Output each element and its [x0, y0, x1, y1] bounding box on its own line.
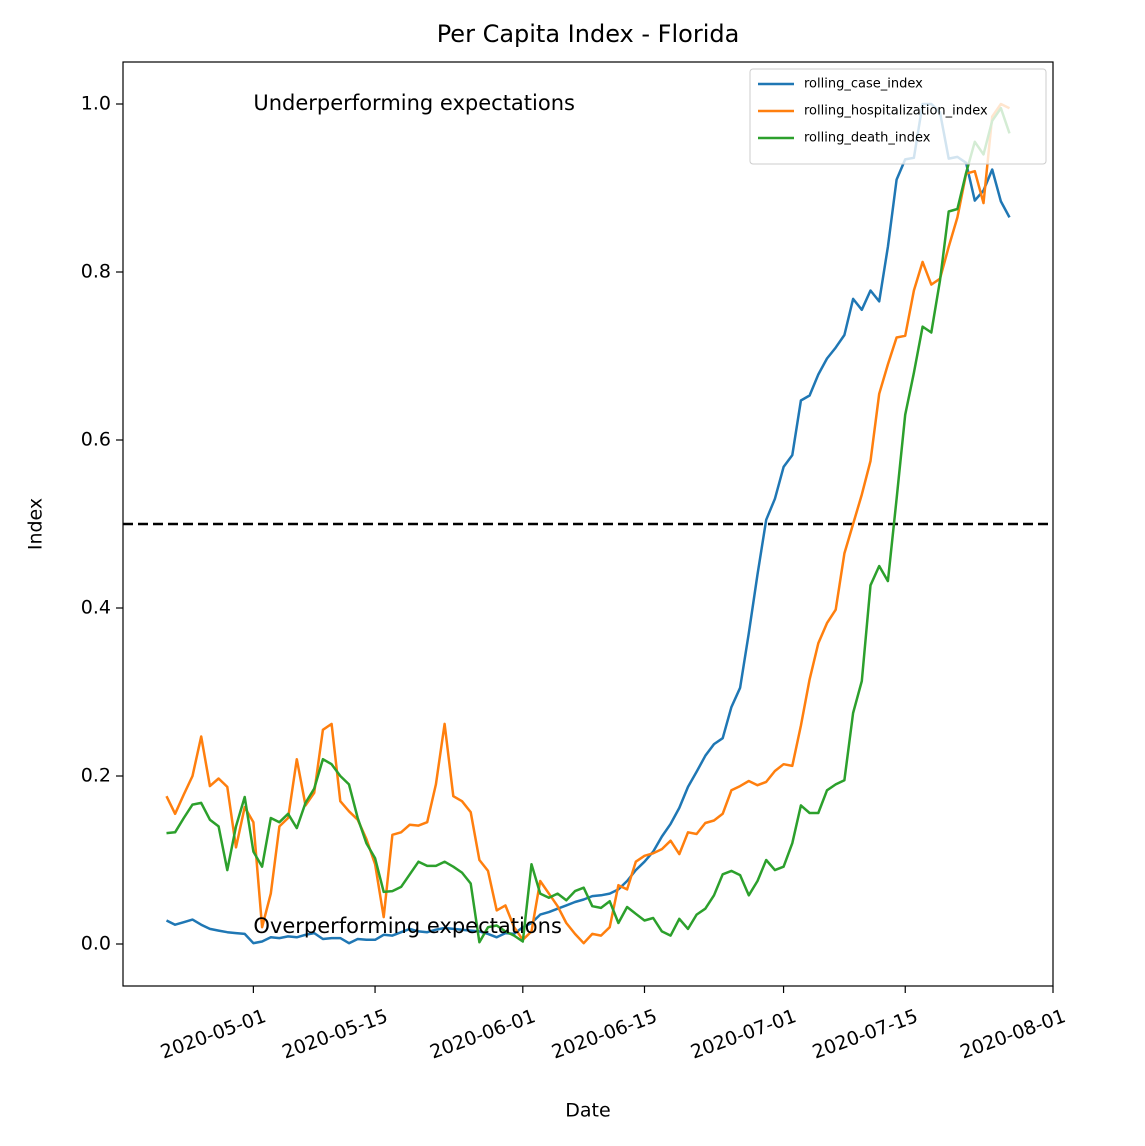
- legend-label: rolling_death_index: [804, 131, 931, 146]
- legend: rolling_case_index rolling_hospitalizatio…: [749, 68, 1047, 165]
- x-tick-label: 2020-05-15: [279, 1005, 390, 1063]
- y-axis-label: Index: [25, 498, 47, 550]
- x-axis-label: Date: [565, 1100, 610, 1122]
- line-series: [166, 106, 1011, 944]
- line-series: [165, 102, 1011, 945]
- y-tick-label: 0.0: [81, 933, 111, 955]
- annotation: Overperforming expectations: [253, 914, 562, 938]
- y-tick-label: 0.6: [81, 429, 111, 451]
- y-tick-label: 0.4: [81, 597, 111, 619]
- x-tick-label: 2020-07-15: [810, 1005, 921, 1063]
- legend-box: [749, 68, 1047, 165]
- x-tick-label: 2020-06-15: [549, 1005, 660, 1063]
- x-tick-label: 2020-08-01: [957, 1005, 1068, 1063]
- x-tick-label: 2020-05-01: [158, 1005, 269, 1063]
- x-tick-label: 2020-07-01: [688, 1005, 799, 1063]
- x-tick-label: 2020-06-01: [427, 1005, 538, 1063]
- y-tick-label: 1.0: [81, 93, 111, 115]
- y-tick-label: 0.8: [81, 261, 111, 283]
- annotation: Underperforming expectations: [253, 91, 575, 115]
- y-tick-label: 0.2: [81, 765, 111, 787]
- legend-label: rolling_hospitalization_index: [804, 104, 988, 119]
- plot-frame: [122, 61, 1054, 987]
- legend-label: rolling_case_index: [804, 77, 923, 92]
- chart-title: Per Capita Index - Florida: [437, 20, 740, 48]
